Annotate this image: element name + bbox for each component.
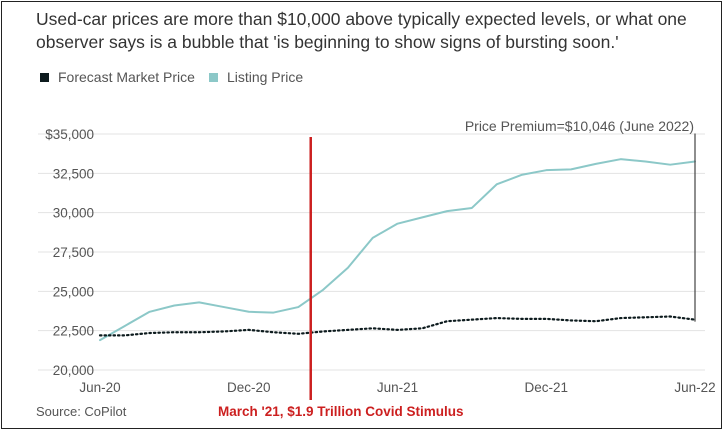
chart-title: Used-car prices are more than $10,000 ab…	[36, 9, 687, 52]
legend: Forecast Market Price Listing Price	[40, 69, 317, 85]
x-tick-label: Jun-21	[377, 380, 418, 395]
x-tick-label: Dec-20	[227, 380, 271, 395]
x-tick-label: Jun-22	[674, 380, 715, 395]
source-note: Source: CoPilot	[36, 404, 127, 419]
legend-swatch-forecast	[40, 72, 49, 82]
listing-price-line	[99, 158, 696, 342]
y-tick-label: 32,500	[53, 166, 94, 181]
legend-label-forecast: Forecast Market Price	[58, 69, 195, 85]
forecast-market-price-line	[98, 315, 697, 337]
y-tick-label: 27,500	[53, 245, 94, 260]
stimulus-label: March '21, $1.9 Trillion Covid Stimulus	[218, 404, 464, 419]
legend-swatch-listing	[208, 72, 218, 82]
legend-item-forecast: Forecast Market Price	[40, 69, 195, 85]
premium-label: Price Premium=$10,046 (June 2022)	[465, 118, 694, 134]
y-tick-label: 22,500	[53, 324, 94, 339]
x-tick-label: Jun-20	[79, 380, 120, 395]
y-tick-label: 30,000	[53, 206, 94, 221]
y-tick-label: 25,000	[53, 284, 94, 299]
legend-label-listing: Listing Price	[226, 69, 304, 85]
y-tick-label: 20,000	[53, 363, 94, 378]
y-tick-label: $35,000	[45, 127, 94, 142]
legend-item-listing: Listing Price	[208, 69, 304, 85]
x-tick-label: Dec-21	[524, 380, 568, 395]
